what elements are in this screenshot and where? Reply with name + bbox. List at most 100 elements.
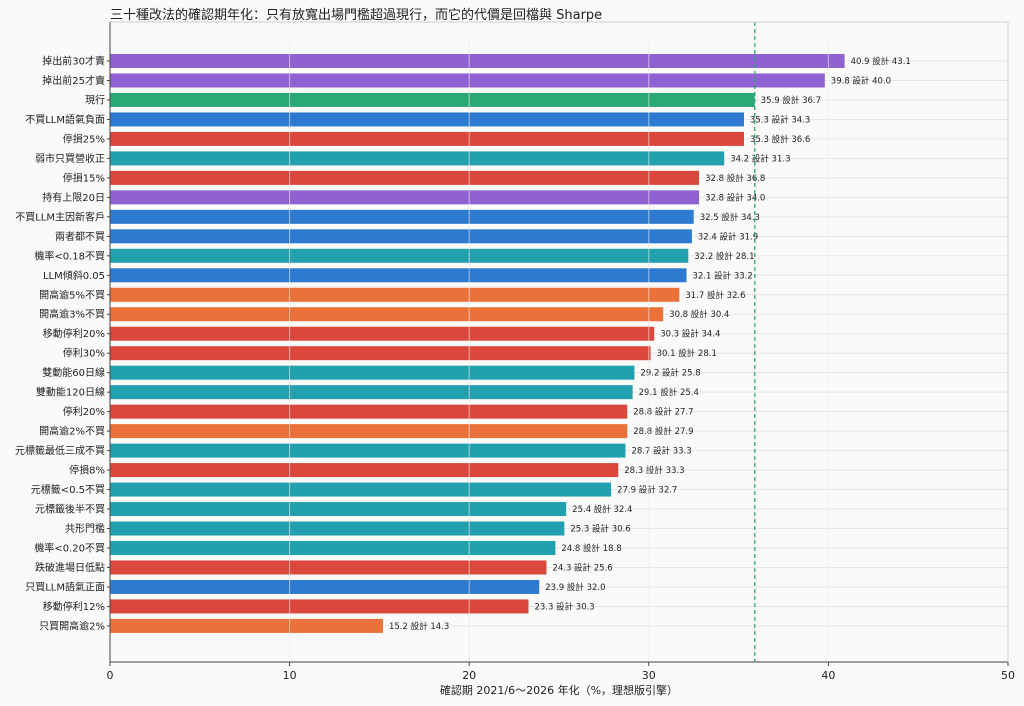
x-tick-label: 40: [821, 669, 835, 682]
category-label: 現行: [85, 93, 105, 106]
category-label: 弱市只買營收正: [35, 152, 105, 165]
bar: [110, 424, 628, 439]
data-label: 24.8 設計 18.8: [561, 543, 621, 554]
data-label: 32.4 設計 31.9: [698, 231, 758, 242]
bar: [110, 560, 547, 575]
bar: [110, 248, 689, 263]
category-label: 持有上限20日: [42, 191, 105, 204]
category-label: 元標籤最低三成不買: [15, 444, 105, 457]
data-label: 40.9 設計 43.1: [851, 56, 911, 67]
category-label: 雙動能60日線: [42, 366, 105, 379]
bar: [110, 112, 744, 127]
data-label: 32.8 設計 34.0: [705, 192, 765, 203]
data-label: 29.2 設計 25.8: [640, 368, 700, 379]
category-label: 掉出前30才賣: [42, 55, 105, 68]
bar: [110, 365, 635, 380]
bar: [110, 463, 619, 478]
category-label: 移動停利20%: [43, 327, 105, 340]
axes-layer: 0 10 20 30 40 50: [107, 21, 1015, 682]
bar: [110, 404, 628, 419]
data-label: 28.8 設計 27.9: [633, 426, 693, 437]
category-label: 掉出前25才賣: [42, 74, 105, 87]
bar: [110, 599, 529, 614]
category-label: 元標籤後半不買: [35, 503, 105, 516]
bar: [110, 190, 700, 205]
category-label: 機率<0.18不買: [34, 249, 105, 262]
bar: [110, 502, 567, 517]
data-label: 34.2 設計 31.3: [730, 153, 790, 164]
data-label: 30.1 設計 28.1: [657, 348, 717, 359]
data-label: 28.7 設計 33.3: [631, 446, 691, 457]
category-label: 不買LLM主因新客戶: [15, 210, 105, 223]
x-tick-label: 0: [107, 669, 114, 682]
data-label: 30.8 設計 30.4: [669, 309, 729, 320]
data-label: 35.3 設計 34.3: [750, 114, 810, 125]
category-label: 停損8%: [69, 464, 105, 477]
category-label: 元標籤<0.5不買: [31, 483, 105, 496]
bar: [110, 287, 680, 302]
data-label: 31.7 設計 32.6: [685, 290, 745, 301]
data-label: 25.4 設計 32.4: [572, 504, 632, 515]
data-label: 28.3 設計 33.3: [624, 465, 684, 476]
category-label: 共形門檻: [65, 522, 105, 535]
bar: [110, 618, 383, 633]
bar: [110, 482, 612, 497]
data-label: 23.3 設計 30.3: [534, 601, 594, 612]
category-label: 只買開高逾2%: [39, 619, 105, 632]
bar: [110, 268, 687, 283]
x-tick-label: 30: [642, 669, 656, 682]
data-label: 23.9 設計 32.0: [545, 582, 605, 593]
category-label: 雙動能120日線: [36, 386, 105, 399]
bar: [110, 229, 692, 244]
bar: [110, 579, 540, 594]
bars-layer: 掉出前30才賣 40.9 設計 43.1 掉出前25才賣 39.8 設計 40.0 現行…: [15, 54, 911, 633]
data-label: 29.1 設計 25.4: [639, 387, 699, 398]
data-label: 32.5 設計 34.3: [700, 212, 760, 223]
data-label: 32.8 設計 36.8: [705, 173, 765, 184]
bar: [110, 131, 744, 146]
data-label: 39.8 設計 40.0: [831, 75, 891, 86]
x-tick-label: 50: [1001, 669, 1015, 682]
category-label: 兩者都不買: [55, 231, 105, 243]
data-label: 24.3 設計 25.6: [552, 562, 612, 573]
bar: [110, 346, 651, 361]
data-label: 32.2 設計 28.1: [694, 251, 754, 262]
category-label: LLM傾斜0.05: [43, 269, 105, 282]
data-label: 25.3 設計 30.6: [570, 524, 630, 535]
category-label: 開高逾3%不買: [39, 308, 105, 321]
bar: [110, 54, 845, 68]
bar: [110, 73, 825, 88]
category-label: 停損25%: [63, 132, 105, 145]
category-label: 跌破進場日低點: [35, 561, 105, 574]
bar: [110, 209, 694, 224]
category-label: 開高逾5%不買: [39, 288, 105, 301]
x-tick-label: 10: [283, 669, 297, 682]
chart-title: 三十種改法的確認期年化：只有放寬出場門檻超過現行，而它的代價是回檔與 Sharp…: [110, 7, 602, 23]
category-label: 只買LLM語氣正面: [25, 580, 105, 593]
data-label: 30.3 設計 34.4: [660, 329, 720, 340]
category-label: 停損15%: [63, 171, 105, 184]
category-label: 移動停利12%: [43, 600, 105, 613]
data-label: 35.9 設計 36.7: [761, 95, 821, 106]
bar: [110, 307, 664, 322]
data-label: 27.9 設計 32.7: [617, 485, 677, 496]
bar: [110, 443, 626, 458]
bar: [110, 170, 700, 185]
category-label: 停利30%: [63, 347, 105, 360]
bar: [110, 92, 755, 107]
category-label: 停利20%: [63, 405, 105, 418]
bar: [110, 541, 556, 555]
category-label: 開高逾2%不買: [39, 425, 105, 438]
data-label: 15.2 設計 14.3: [389, 621, 449, 632]
x-tick-label: 20: [462, 669, 476, 682]
data-label: 28.8 設計 27.7: [633, 407, 693, 418]
bar: [110, 385, 633, 400]
data-label: 35.3 設計 36.6: [750, 134, 810, 145]
x-axis-label: 確認期 2021/6～2026 年化（%，理想版引擎）: [440, 683, 678, 697]
bar: [110, 521, 565, 536]
data-label: 32.1 設計 33.2: [693, 270, 753, 281]
category-label: 不買LLM語氣負面: [25, 113, 105, 126]
category-label: 機率<0.20不買: [34, 542, 105, 555]
